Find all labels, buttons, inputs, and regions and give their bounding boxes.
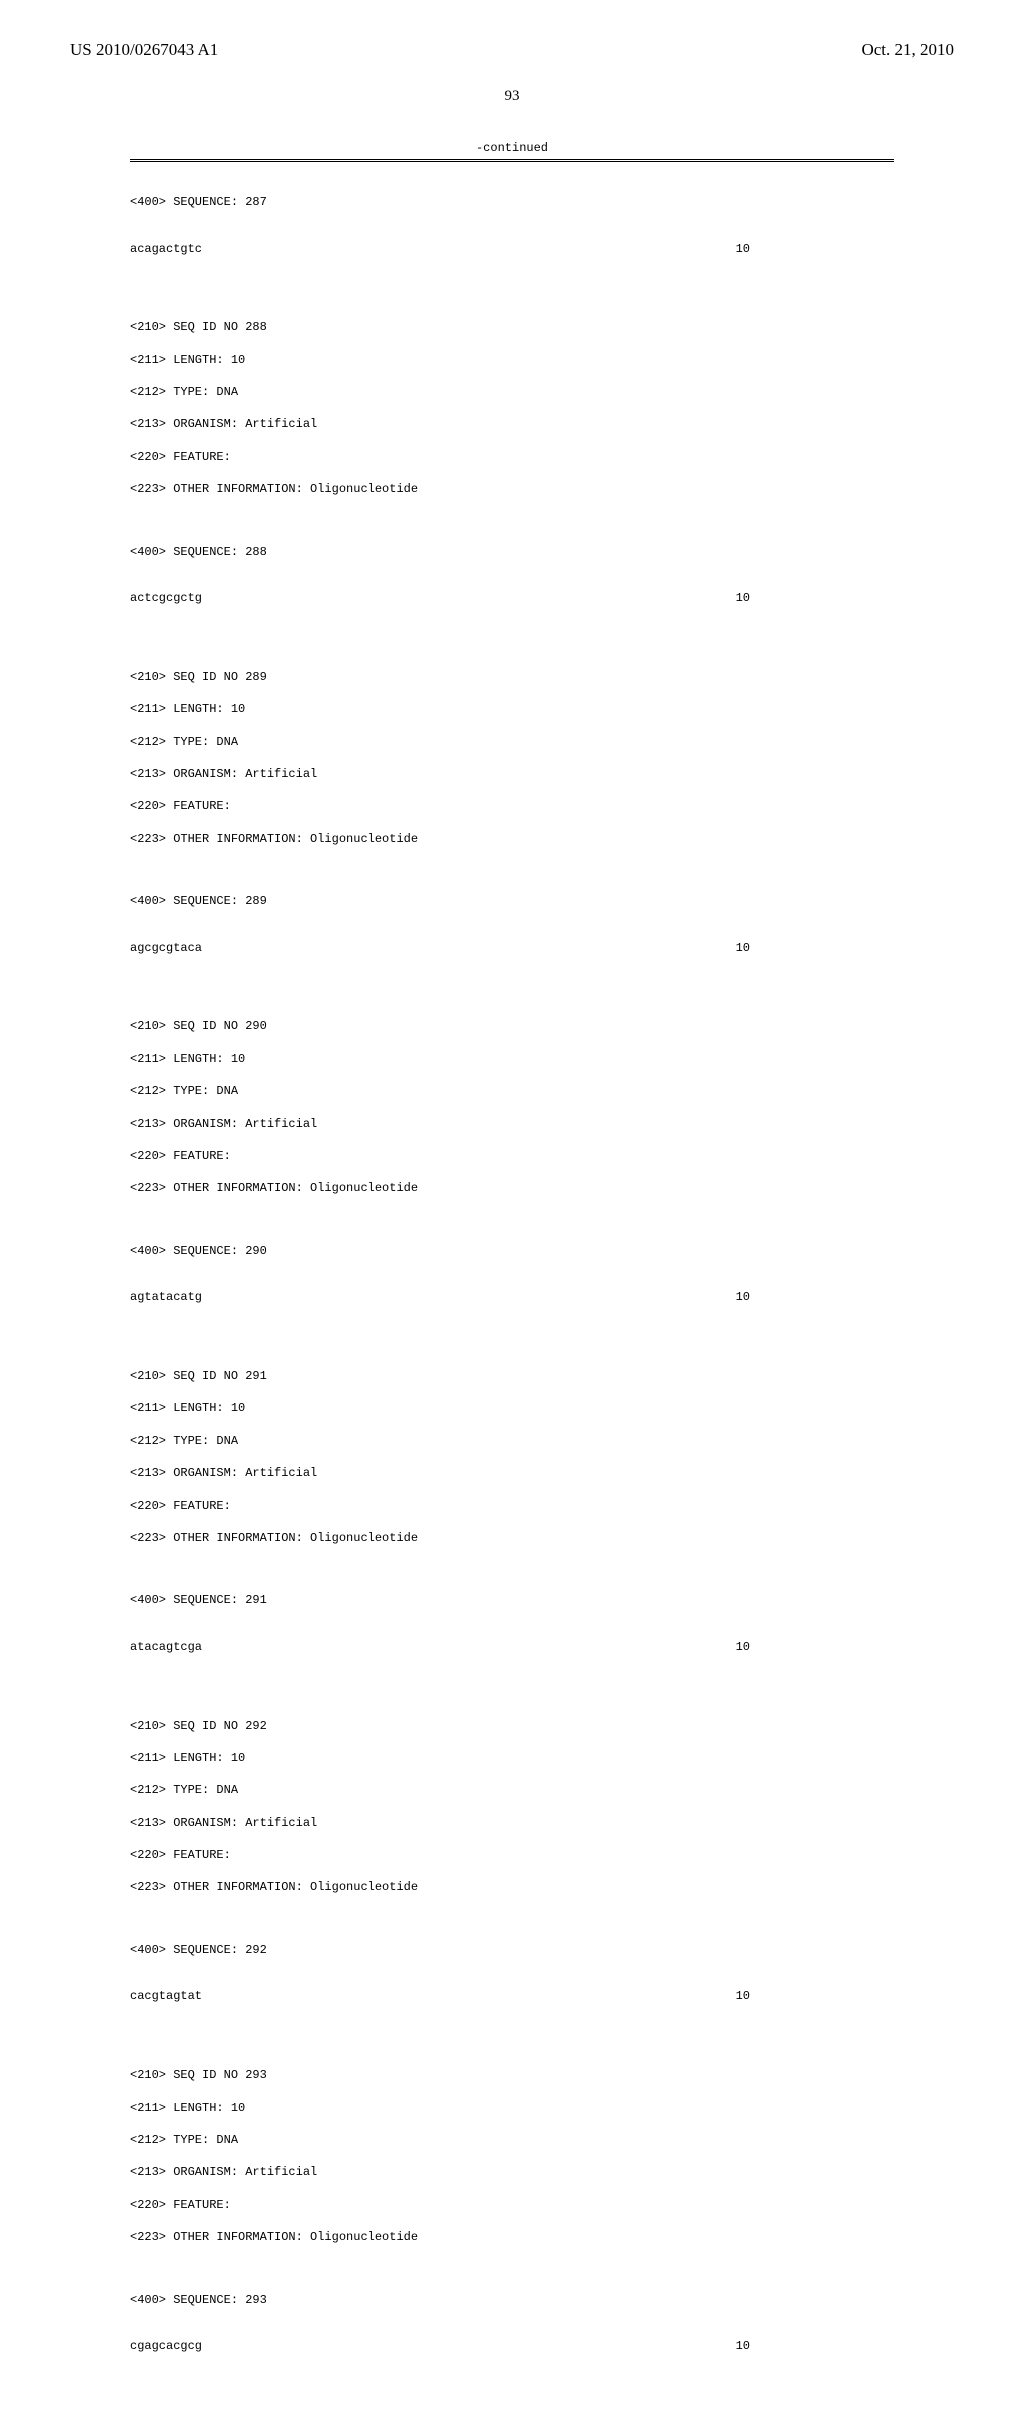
sequence-text: agtatacatg [130,1289,202,1305]
sequence-text: atacagtcga [130,1639,202,1655]
page-number: 93 [70,88,954,105]
seq-meta-line: <220> FEATURE: [130,1148,894,1164]
sequence-text: cacgtagtat [130,1988,202,2004]
seq-400-line: <400> SEQUENCE: 290 [130,1243,894,1259]
sequence-listing-container: -continued <400> SEQUENCE: 287 acagactgt… [130,141,894,2387]
sequence-pos: 10 [736,2338,750,2354]
sequence-content: <400> SEQUENCE: 287 acagactgtc 10 <210> S… [130,178,894,2387]
seq-meta-line: <220> FEATURE: [130,2197,894,2213]
seq-meta-line: <212> TYPE: DNA [130,1782,894,1798]
seq-400-line: <400> SEQUENCE: 292 [130,1942,894,1958]
seq-meta-line: <210> SEQ ID NO 288 [130,319,894,335]
page-header: US 2010/0267043 A1 Oct. 21, 2010 [70,40,954,60]
seq-meta-block: <210> SEQ ID NO 288 <211> LENGTH: 10 <21… [130,303,894,513]
sequence-text: agcgcgtaca [130,940,202,956]
seq-meta-line: <211> LENGTH: 10 [130,1051,894,1067]
seq-meta-line: <211> LENGTH: 10 [130,701,894,717]
seq-meta-line: <210> SEQ ID NO 289 [130,669,894,685]
seq-meta-line: <220> FEATURE: [130,798,894,814]
seq-meta-line: <210> SEQ ID NO 290 [130,1018,894,1034]
seq-meta-line: <212> TYPE: DNA [130,384,894,400]
divider-top-thin [130,161,894,162]
seq-400-line: <400> SEQUENCE: 287 [130,194,894,210]
sequence-row: acagactgtc 10 [130,241,750,257]
seq-meta-line: <223> OTHER INFORMATION: Oligonucleotide [130,1180,894,1196]
seq-meta-block: <210> SEQ ID NO 292 <211> LENGTH: 10 <21… [130,1701,894,1911]
seq-meta-line: <212> TYPE: DNA [130,734,894,750]
sequence-pos: 10 [736,241,750,257]
sequence-row: cacgtagtat 10 [130,1988,750,2004]
seq-meta-line: <212> TYPE: DNA [130,1083,894,1099]
seq-meta-line: <223> OTHER INFORMATION: Oligonucleotide [130,481,894,497]
seq-meta-line: <223> OTHER INFORMATION: Oligonucleotide [130,1879,894,1895]
seq-meta-line: <210> SEQ ID NO 293 [130,2067,894,2083]
sequence-pos: 10 [736,1289,750,1305]
seq-meta-line: <220> FEATURE: [130,1498,894,1514]
publication-number: US 2010/0267043 A1 [70,40,218,60]
seq-meta-block: <210> SEQ ID NO 290 <211> LENGTH: 10 <21… [130,1002,894,1212]
seq-meta-block: <210> SEQ ID NO 289 <211> LENGTH: 10 <21… [130,653,894,863]
seq-400-line: <400> SEQUENCE: 293 [130,2292,894,2308]
sequence-pos: 10 [736,1988,750,2004]
sequence-pos: 10 [736,590,750,606]
continued-label: -continued [130,141,894,155]
sequence-row: actcgcgctg 10 [130,590,750,606]
seq-meta-line: <213> ORGANISM: Artificial [130,1815,894,1831]
sequence-row: cgagcacgcg 10 [130,2338,750,2354]
seq-meta-line: <223> OTHER INFORMATION: Oligonucleotide [130,1530,894,1546]
seq-meta-line: <213> ORGANISM: Artificial [130,1465,894,1481]
seq-meta-line: <210> SEQ ID NO 291 [130,1368,894,1384]
seq-meta-line: <212> TYPE: DNA [130,2132,894,2148]
seq-meta-line: <223> OTHER INFORMATION: Oligonucleotide [130,831,894,847]
sequence-text: acagactgtc [130,241,202,257]
seq-meta-line: <211> LENGTH: 10 [130,2100,894,2116]
seq-400-line: <400> SEQUENCE: 289 [130,893,894,909]
sequence-text: cgagcacgcg [130,2338,202,2354]
sequence-row: agcgcgtaca 10 [130,940,750,956]
seq-meta-line: <211> LENGTH: 10 [130,1400,894,1416]
seq-400-line: <400> SEQUENCE: 291 [130,1592,894,1608]
page-container: US 2010/0267043 A1 Oct. 21, 2010 93 -con… [0,0,1024,2427]
seq-meta-line: <213> ORGANISM: Artificial [130,1116,894,1132]
sequence-text: actcgcgctg [130,590,202,606]
seq-meta-line: <220> FEATURE: [130,449,894,465]
seq-meta-line: <212> TYPE: DNA [130,1433,894,1449]
seq-meta-line: <211> LENGTH: 10 [130,1750,894,1766]
sequence-pos: 10 [736,1639,750,1655]
sequence-pos: 10 [736,940,750,956]
seq-meta-line: <210> SEQ ID NO 292 [130,1718,894,1734]
seq-meta-line: <213> ORGANISM: Artificial [130,416,894,432]
seq-meta-line: <220> FEATURE: [130,1847,894,1863]
sequence-row: agtatacatg 10 [130,1289,750,1305]
divider-top-thick [130,159,894,160]
seq-meta-line: <213> ORGANISM: Artificial [130,2164,894,2180]
seq-meta-line: <211> LENGTH: 10 [130,352,894,368]
seq-meta-line: <223> OTHER INFORMATION: Oligonucleotide [130,2229,894,2245]
seq-meta-block: <210> SEQ ID NO 293 <211> LENGTH: 10 <21… [130,2051,894,2261]
seq-meta-block: <210> SEQ ID NO 291 <211> LENGTH: 10 <21… [130,1352,894,1562]
publication-date: Oct. 21, 2010 [861,40,954,60]
seq-400-line: <400> SEQUENCE: 288 [130,544,894,560]
sequence-row: atacagtcga 10 [130,1639,750,1655]
seq-meta-line: <213> ORGANISM: Artificial [130,766,894,782]
